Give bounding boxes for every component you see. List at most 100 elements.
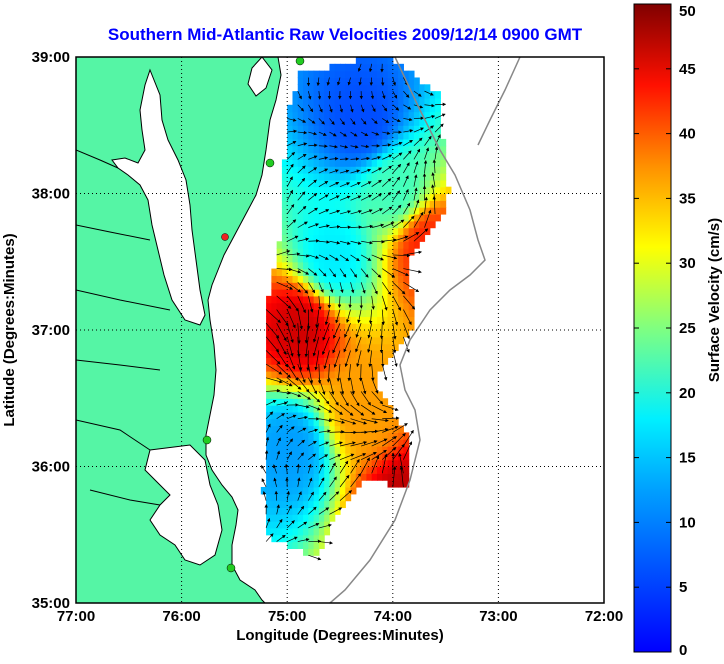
velocity-cell: [308, 398, 314, 405]
velocity-cell: [372, 248, 378, 255]
velocity-cell: [287, 166, 293, 173]
colorbar: [634, 4, 671, 652]
velocity-cell: [271, 419, 277, 426]
velocity-cell: [314, 446, 320, 453]
velocity-cell: [398, 207, 404, 214]
velocity-cell: [345, 234, 351, 241]
velocity-cell: [335, 467, 341, 474]
velocity-cell: [398, 98, 404, 105]
velocity-cell: [393, 228, 399, 235]
velocity-cell: [335, 159, 341, 166]
velocity-cell: [414, 84, 420, 91]
velocity-cell: [308, 371, 314, 378]
station-marker: [203, 436, 211, 444]
velocity-cell: [340, 98, 346, 105]
velocity-cell: [340, 187, 346, 194]
velocity-cell: [393, 453, 399, 460]
velocity-cell: [361, 310, 367, 317]
velocity-cell: [340, 316, 346, 323]
velocity-cell: [361, 57, 367, 64]
velocity-cell: [271, 330, 277, 337]
velocity-cell: [414, 118, 420, 125]
velocity-cell: [277, 255, 283, 262]
velocity-cell: [303, 344, 309, 351]
velocity-cell: [424, 105, 430, 112]
velocity-cell: [356, 419, 362, 426]
velocity-cell: [345, 98, 351, 105]
velocity-cell: [366, 118, 372, 125]
velocity-cell: [308, 316, 314, 323]
velocity-cell: [314, 146, 320, 153]
velocity-cell: [303, 125, 309, 132]
velocity-cell: [329, 98, 335, 105]
velocity-cell: [319, 84, 325, 91]
velocity-cell: [424, 180, 430, 187]
velocity-cell: [340, 296, 346, 303]
velocity-cell: [303, 118, 309, 125]
velocity-cell: [324, 187, 330, 194]
velocity-cell: [345, 118, 351, 125]
velocity-cell: [319, 173, 325, 180]
velocity-cell: [366, 234, 372, 241]
velocity-cell: [419, 153, 425, 160]
velocity-cell: [308, 71, 314, 78]
velocity-cell: [292, 132, 298, 139]
velocity-cell: [329, 112, 335, 119]
velocity-cell: [372, 275, 378, 282]
velocity-cell: [319, 77, 325, 84]
velocity-cell: [377, 146, 383, 153]
velocity-cell: [292, 507, 298, 514]
velocity-cell: [298, 125, 304, 132]
velocity-cell: [324, 453, 330, 460]
y-tick-label: 35:00: [32, 595, 70, 612]
velocity-cell: [335, 125, 341, 132]
velocity-cell: [409, 180, 415, 187]
velocity-cell: [361, 371, 367, 378]
velocity-cell: [266, 528, 272, 535]
velocity-cell: [266, 453, 272, 460]
velocity-cell: [393, 194, 399, 201]
velocity-cell: [398, 446, 404, 453]
velocity-cell: [314, 98, 320, 105]
velocity-cell: [277, 426, 283, 433]
velocity-cell: [377, 426, 383, 433]
velocity-cell: [356, 473, 362, 480]
velocity-cell: [308, 228, 314, 235]
velocity-cell: [287, 132, 293, 139]
velocity-cell: [335, 391, 341, 398]
velocity-cell: [287, 241, 293, 248]
velocity-cell: [382, 57, 388, 64]
velocity-cell: [366, 391, 372, 398]
velocity-cell: [398, 159, 404, 166]
velocity-cell: [409, 187, 415, 194]
velocity-cell: [377, 364, 383, 371]
velocity-cell: [366, 316, 372, 323]
velocity-cell: [324, 460, 330, 467]
velocity-cell: [266, 460, 272, 467]
velocity-cell: [372, 344, 378, 351]
velocity-cell: [345, 84, 351, 91]
velocity-cell: [340, 446, 346, 453]
colorbar-tick-label: 10: [679, 514, 696, 531]
velocity-cell: [403, 207, 409, 214]
velocity-cell: [366, 105, 372, 112]
velocity-cell: [319, 398, 325, 405]
velocity-cell: [329, 303, 335, 310]
velocity-cell: [403, 159, 409, 166]
velocity-cell: [340, 234, 346, 241]
velocity-cell: [345, 473, 351, 480]
station-marker: [222, 234, 229, 241]
velocity-cell: [335, 71, 341, 78]
velocity-cell: [319, 432, 325, 439]
velocity-cell: [382, 432, 388, 439]
velocity-cell: [298, 241, 304, 248]
velocity-cell: [335, 214, 341, 221]
velocity-cell: [324, 98, 330, 105]
velocity-cell: [292, 262, 298, 269]
velocity-cell: [271, 412, 277, 419]
velocity-cell: [319, 310, 325, 317]
velocity-cell: [319, 514, 325, 521]
velocity-cell: [361, 159, 367, 166]
velocity-cell: [314, 262, 320, 269]
velocity-cell: [329, 514, 335, 521]
